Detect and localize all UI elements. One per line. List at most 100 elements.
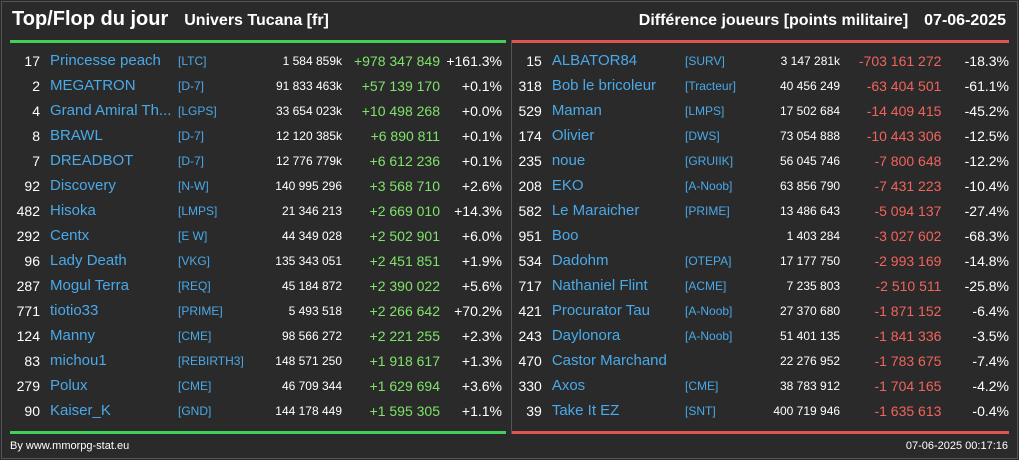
player-name-link[interactable]: tiotio33 (50, 302, 99, 319)
footer: By www.mmorpg-stat.eu 07-06-2025 00:17:1… (10, 438, 1008, 454)
player-name-link[interactable]: DREADBOT (50, 152, 134, 169)
player-name-link[interactable]: Kaiser_K (50, 402, 111, 419)
alliance-tag-link[interactable]: [A-Noob] (685, 328, 733, 343)
percent-cell: -14.8% (964, 252, 1009, 269)
rank-cell: 292 (16, 227, 40, 244)
rank-cell: 17 (24, 52, 40, 69)
table-row: 124 Manny [CME] 98 566 272 +2 221 255 +2.3% (10, 323, 506, 348)
player-name-link[interactable]: Centx (50, 227, 90, 244)
player-name-link[interactable]: michou1 (50, 352, 107, 369)
difference-cell: +978 347 849 (353, 52, 440, 69)
player-name-link[interactable]: EKO (551, 177, 584, 194)
player-name-link[interactable]: Axos (551, 377, 586, 394)
difference-cell: -2 510 511 (875, 277, 942, 294)
footer-credit[interactable]: By www.mmorpg-stat.eu (10, 440, 130, 452)
points-cell: 13 486 643 (779, 203, 841, 218)
difference-cell: -3 027 602 (874, 227, 942, 244)
alliance-tag-link[interactable]: [LTC] (178, 53, 207, 68)
percent-cell: -0.4% (972, 402, 1009, 419)
points-cell: 44 349 028 (281, 228, 342, 243)
alliance-tag-link[interactable]: [SNT] (685, 403, 716, 418)
rank-cell: 208 (518, 177, 542, 194)
percent-cell: +1.1% (461, 402, 502, 419)
player-name-link[interactable]: Maman (551, 102, 602, 119)
alliance-tag-link[interactable]: [Tracteur] (685, 78, 736, 93)
alliance-tag-link[interactable]: [LMPS] (178, 203, 218, 218)
alliance-tag-link[interactable]: [CME] (178, 378, 212, 393)
percent-cell: +2.3% (461, 327, 502, 344)
table-row: 771 tiotio33 [PRIME] 5 493 518 +2 266 642 +70… (10, 298, 506, 323)
table-row: 421 Procurator Tau [A-Noob] 27 370 680 -1 87… (512, 298, 1009, 323)
player-name-link[interactable]: noue (551, 152, 586, 169)
percent-cell: +2.6% (461, 177, 502, 194)
percent-cell: -18.3% (964, 52, 1009, 69)
player-name-link[interactable]: Take It EZ (551, 402, 620, 419)
alliance-tag-link[interactable]: [D-7] (178, 128, 205, 143)
difference-cell: -1 871 152 (874, 302, 942, 319)
alliance-tag-link[interactable]: [D-7] (178, 153, 205, 168)
alliance-tag-link[interactable]: [DWS] (685, 128, 720, 143)
rank-cell: 2 (32, 77, 40, 94)
rank-cell: 235 (518, 152, 542, 169)
points-cell: 56 045 746 (779, 153, 841, 168)
alliance-tag-link[interactable]: [CME] (178, 328, 212, 343)
alliance-tag-link[interactable]: [SURV] (685, 53, 725, 68)
player-name-link[interactable]: Le Maraicher (551, 202, 640, 219)
player-name-link[interactable]: Nathaniel Flint (551, 277, 648, 294)
alliance-tag-link[interactable]: [ACME] (685, 278, 727, 293)
alliance-tag-link[interactable]: [LGPS] (178, 103, 217, 118)
alliance-tag-link[interactable]: [CME] (685, 378, 719, 393)
player-name-link[interactable]: Hisoka (50, 202, 96, 219)
player-name-link[interactable]: Olivier (551, 127, 595, 144)
difference-cell: +1 595 305 (369, 402, 440, 419)
player-name-link[interactable]: BRAWL (50, 127, 103, 144)
rank-cell: 39 (526, 402, 542, 419)
player-name-link[interactable]: Polux (50, 377, 88, 394)
player-name-link[interactable]: Manny (50, 327, 96, 344)
alliance-tag-link[interactable]: [OTEPA] (685, 253, 732, 268)
points-cell: 27 370 680 (779, 303, 841, 318)
alliance-tag-link[interactable]: [A-Noob] (685, 178, 733, 193)
player-name-link[interactable]: Dadohm (551, 252, 609, 269)
points-cell: 1 584 859k (282, 53, 342, 68)
table-row: 4 Grand Amiral Th... [LGPS] 33 654 023k +10 … (10, 98, 506, 123)
alliance-tag-link[interactable]: [GND] (178, 403, 212, 418)
player-name-link[interactable]: Castor Marchand (551, 352, 667, 369)
alliance-tag-link[interactable]: [A-Noob] (685, 303, 733, 318)
alliance-tag-link[interactable]: [PRIME] (685, 203, 730, 218)
alliance-tag-link[interactable]: [LMPS] (685, 103, 725, 118)
alliance-tag-link[interactable]: [REBIRTH3] (178, 353, 244, 368)
alliance-tag-link[interactable]: [N-W] (178, 178, 209, 193)
difference-cell: +2 266 642 (369, 302, 440, 319)
points-cell: 21 346 213 (281, 203, 342, 218)
alliance-tag-link[interactable]: [VKG] (178, 253, 211, 268)
player-name-link[interactable]: MEGATRON (50, 77, 136, 94)
player-name-link[interactable]: Mogul Terra (50, 277, 129, 294)
percent-cell: +0.1% (461, 152, 502, 169)
player-name-link[interactable]: Daylonora (551, 327, 621, 344)
table-row: 951 Boo 1 403 284 -3 027 602 -68.3% (512, 223, 1009, 248)
percent-cell: -68.3% (964, 227, 1009, 244)
alliance-tag-link[interactable]: [D-7] (178, 78, 205, 93)
player-name-link[interactable]: Grand Amiral Th... (50, 102, 172, 119)
alliance-tag-link[interactable]: [GRUIIK] (685, 153, 734, 168)
player-name-link[interactable]: Princesse peach (50, 52, 161, 69)
rank-cell: 421 (518, 302, 542, 319)
player-name-link[interactable]: ALBATOR84 (551, 52, 638, 69)
table-row: 8 BRAWL [D-7] 12 120 385k +6 890 811 +0.1% (10, 123, 506, 148)
alliance-tag-link[interactable]: [E W] (178, 228, 208, 243)
player-name-link[interactable]: Lady Death (50, 252, 127, 269)
percent-cell: +14.3% (454, 202, 502, 219)
table-row: 39 Take It EZ [SNT] 400 719 946 -1 635 613 -0… (512, 398, 1009, 423)
table-row: 2 MEGATRON [D-7] 91 833 463k +57 139 170 +0.1… (10, 73, 506, 98)
player-name-link[interactable]: Boo (551, 227, 579, 244)
points-cell: 12 120 385k (275, 128, 342, 143)
percent-cell: +161.3% (446, 52, 502, 69)
player-name-link[interactable]: Procurator Tau (551, 302, 650, 319)
alliance-tag-link[interactable]: [PRIME] (178, 303, 223, 318)
points-cell: 135 343 051 (275, 253, 342, 268)
player-name-link[interactable]: Discovery (50, 177, 116, 194)
points-cell: 140 995 296 (275, 178, 342, 193)
alliance-tag-link[interactable]: [REQ] (178, 278, 211, 293)
player-name-link[interactable]: Bob le bricoleur (551, 77, 657, 94)
